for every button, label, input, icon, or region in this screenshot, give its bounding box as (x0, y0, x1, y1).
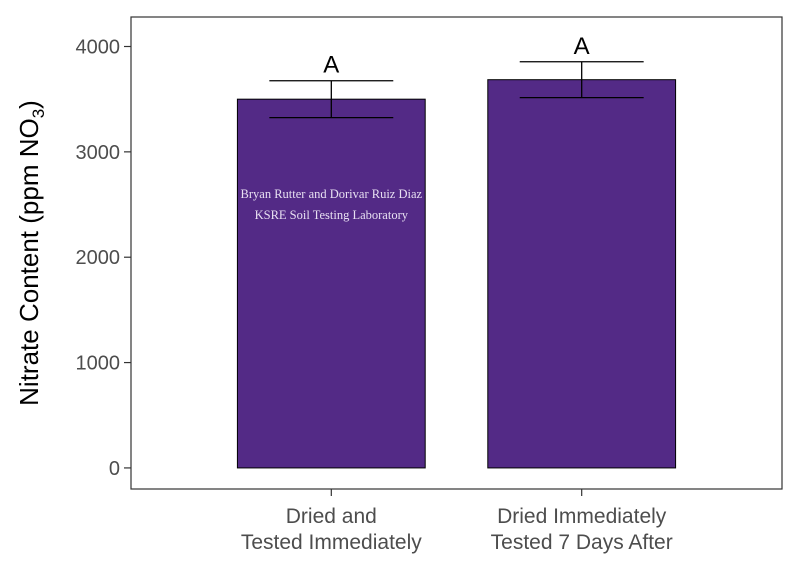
error-bars-group (269, 61, 644, 119)
significance-label-1: A (574, 33, 590, 60)
watermark-line-2: KSRE Soil Testing Laboratory (255, 208, 409, 222)
y-tick-label-1: 1000 (76, 353, 121, 375)
y-axis-title: Nitrate Content (ppm NO3) (14, 100, 48, 406)
x-tick-label-1-1: Tested 7 Days After (491, 531, 673, 554)
y-axis-title-main: Nitrate Content (ppm NO (14, 118, 44, 406)
y-axis-title-subscript: 3 (29, 109, 48, 118)
y-tick-label-2: 2000 (76, 247, 121, 269)
significance-labels-group: AA (323, 33, 589, 79)
x-tick-label-0-1: Tested Immediately (241, 531, 422, 554)
y-axis: 0 1000 2000 3000 4000 (76, 37, 131, 480)
plot-panel (130, 16, 783, 490)
x-tick-label-1-0: Dried Immediately (497, 505, 667, 528)
bar-1 (487, 79, 677, 469)
y-tick-label-4: 4000 (76, 37, 121, 59)
significance-label-0: A (323, 52, 339, 79)
y-axis-title-suffix: ) (14, 100, 44, 109)
watermark-line-1: Bryan Rutter and Dorivar Ruiz Diaz (241, 187, 423, 201)
y-tick-label-3: 3000 (76, 142, 121, 164)
x-axis: Dried and Tested Immediately Dried Immedia… (241, 489, 673, 554)
bar-0 (236, 98, 426, 469)
x-tick-label-0-0: Dried and (286, 505, 377, 528)
y-tick-label-0: 0 (109, 458, 120, 480)
bars-group (236, 79, 677, 469)
